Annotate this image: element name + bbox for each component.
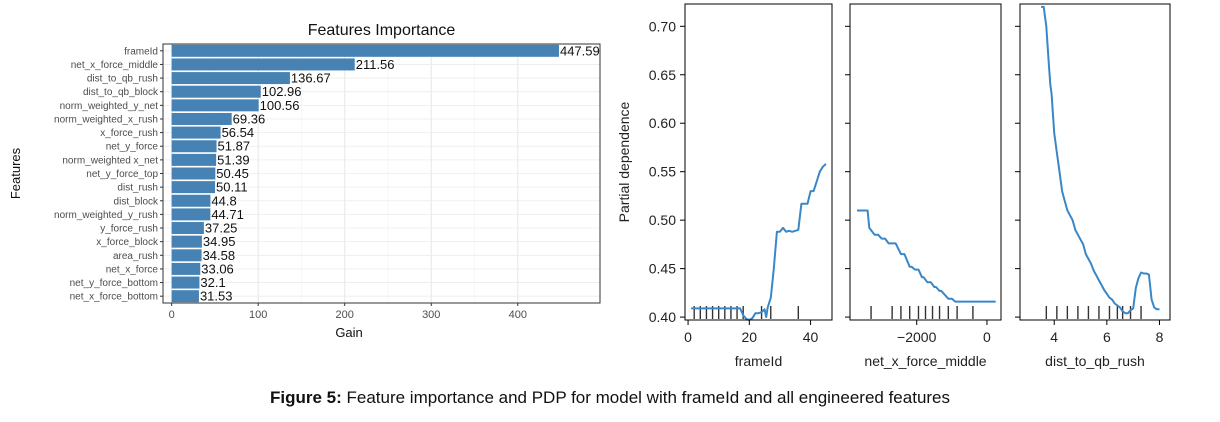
bar-value-label: 447.59: [560, 43, 600, 58]
y-tick-label: x_force_block: [96, 237, 159, 248]
y-tick-label: net_x_force: [106, 264, 159, 275]
bar-value-label: 44.8: [211, 193, 236, 208]
bar: [171, 262, 201, 275]
bar: [171, 153, 217, 166]
bar: [171, 181, 216, 194]
bar-value-label: 50.45: [216, 166, 249, 181]
y-tick-label: net_y_force: [106, 142, 159, 153]
bar: [171, 85, 261, 98]
y-tick-label: norm_weighted_y_rush: [54, 210, 158, 221]
x-axis-label: frameId: [735, 353, 782, 369]
bar-value-label: 33.06: [201, 261, 234, 276]
bar: [171, 249, 202, 262]
bar-value-label: 51.87: [218, 139, 251, 154]
bar: [171, 112, 232, 125]
bar: [171, 72, 290, 85]
y-tick-label: 0.55: [649, 164, 676, 180]
y-tick-label: net_x_force_bottom: [70, 292, 158, 303]
bar: [171, 290, 199, 303]
x-tick-label: 6: [1103, 329, 1111, 345]
caption-label: Figure 5:: [269, 388, 342, 407]
pdp-line: [691, 163, 827, 321]
y-tick-label: 0.50: [649, 212, 676, 228]
x-tick-label: −2000: [897, 329, 937, 345]
x-tick-label: 40: [803, 329, 819, 345]
pdp-panel: 4 6 8 dist_to_qb_rush: [1015, 3, 1171, 369]
y-tick-label: 0.60: [649, 115, 676, 131]
y-tick-label: norm_weighted_x_rush: [54, 114, 158, 125]
bar-value-label: 37.25: [205, 221, 238, 236]
x-tick-label: 20: [742, 329, 758, 345]
y-tick-label: 0.40: [649, 309, 676, 325]
x-axis-label: net_x_force_middle: [864, 353, 986, 369]
pdp-line: [857, 209, 996, 303]
y-tick-label: 0.45: [649, 261, 676, 277]
panel-frame: [1019, 3, 1171, 321]
bar: [171, 276, 200, 289]
bar: [171, 235, 202, 248]
y-tick-label: 0.65: [649, 67, 676, 83]
bar-value-label: 100.56: [260, 98, 300, 113]
bar-value-label: 50.11: [216, 180, 248, 195]
y-tick-label: net_x_force_middle: [71, 60, 159, 71]
bar: [171, 167, 216, 180]
bar: [171, 58, 355, 71]
y-tick-label: dist_block: [114, 196, 159, 207]
bar: [171, 126, 221, 139]
bar-value-label: 56.54: [222, 125, 255, 140]
x-tick-label: 0: [983, 329, 991, 345]
y-tick-label: norm_weighted_y_net: [60, 101, 159, 112]
figure-caption: Figure 5: Feature importance and PDP for…: [0, 388, 1220, 408]
x-tick-label: 8: [1156, 329, 1164, 345]
bar: [171, 194, 211, 207]
y-tick-label: frameId: [124, 46, 158, 57]
y-tick-label: norm_weighted x_net: [62, 155, 158, 166]
panel-frame: [849, 3, 1002, 321]
bar: [171, 222, 204, 235]
bar-value-label: 31.53: [200, 289, 233, 304]
feature-importance-chart: 447.59 frameId 211.56 net_x_force_middle 136…: [8, 22, 601, 340]
pdp-line: [1041, 5, 1160, 315]
bar-value-label: 102.96: [262, 84, 302, 99]
y-tick-label: dist_to_qb_block: [83, 87, 159, 98]
bar-value-label: 69.36: [233, 111, 266, 126]
y-tick-label: x_force_rush: [100, 128, 158, 139]
x-tick-label: 300: [422, 309, 440, 321]
bar-value-label: 136.67: [291, 71, 331, 86]
partial-dependence-chart: 0.40 0.45 0.50 0.55 0.60 0.65 0.70 Partial depe…: [616, 3, 1171, 369]
y-tick-label: dist_to_qb_rush: [87, 74, 158, 85]
y-tick-label: y_force_rush: [100, 224, 158, 235]
bar: [171, 44, 559, 57]
y-tick-label: area_rush: [113, 251, 158, 262]
pdp-panel: −2000 0 net_x_force_middle: [845, 3, 1002, 369]
bar: [171, 140, 217, 153]
x-tick-label: 400: [509, 309, 527, 321]
bar-value-label: 211.56: [356, 57, 395, 72]
plot-border: [162, 43, 601, 304]
x-tick-label: 200: [336, 309, 354, 321]
x-tick-label: 0: [684, 329, 692, 345]
y-axis-label: Partial dependence: [616, 101, 632, 222]
y-tick-label: 0.70: [649, 18, 676, 34]
bar-value-label: 51.39: [217, 152, 250, 167]
bar: [171, 99, 259, 112]
panel-frame: [684, 3, 833, 321]
bar-value-label: 44.71: [211, 207, 244, 222]
caption-text: Feature importance and PDP for model wit…: [341, 388, 951, 407]
chart-title: Features Importance: [308, 22, 456, 39]
pdp-panel: 0 20 40 frameId: [684, 3, 833, 369]
x-axis-label: dist_to_qb_rush: [1045, 353, 1145, 369]
bar: [171, 208, 211, 221]
x-tick-label: 0: [169, 309, 175, 321]
y-tick-label: net_y_force_top: [86, 169, 158, 180]
y-axis-label: Features: [8, 147, 23, 199]
bar-value-label: 34.95: [203, 234, 236, 249]
x-tick-label: 4: [1050, 329, 1058, 345]
bar-value-label: 34.58: [203, 248, 236, 263]
bar-value-label: 32.1: [200, 275, 225, 290]
y-tick-label: dist_rush: [117, 183, 158, 194]
x-axis-label: Gain: [335, 325, 362, 340]
x-tick-label: 100: [249, 309, 267, 321]
y-tick-label: net_y_force_bottom: [70, 278, 158, 289]
